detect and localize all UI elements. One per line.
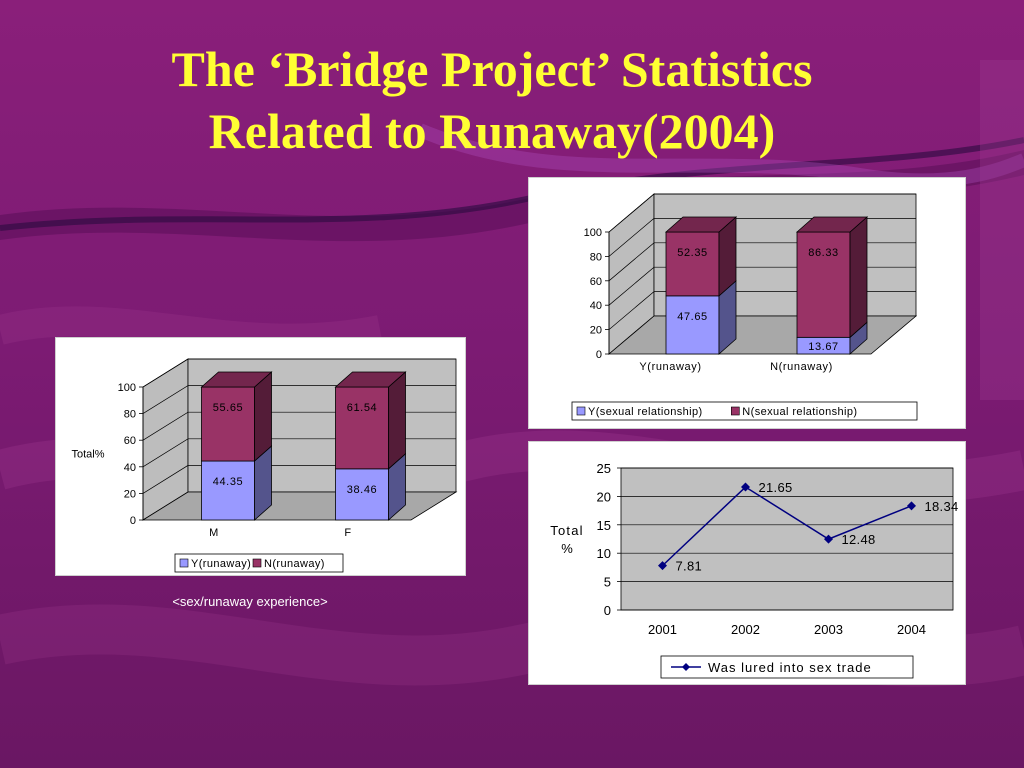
bar-top-face xyxy=(795,216,869,233)
x-tick-label: 2004 xyxy=(897,622,926,637)
legend-box xyxy=(660,655,914,679)
chart-caption: <sex/runaway experience> xyxy=(172,594,328,609)
x-category-label: N(runaway) xyxy=(770,361,833,373)
gridline xyxy=(142,358,456,388)
y-tick-label: 80 xyxy=(590,251,602,263)
data-label: 47.65 xyxy=(677,311,708,323)
bar-segment-front xyxy=(335,386,389,470)
y-tick-label: 60 xyxy=(590,276,602,288)
bar-segment-front xyxy=(796,231,851,338)
y-tick-label: 15 xyxy=(597,518,611,533)
series-line xyxy=(661,486,912,567)
y-tick-label: 40 xyxy=(124,462,136,474)
chart-panel-lured-into-sex-trade: 0 5 10 15 20 25 2001 2002 2003 2004 7.81 21.65 12.48… xyxy=(528,441,966,685)
data-label: 86.33 xyxy=(808,247,839,259)
data-label: 18.34 xyxy=(925,499,959,514)
y-tick-label: 0 xyxy=(604,603,611,618)
gridline xyxy=(608,193,916,233)
bar-segment-side xyxy=(849,216,868,339)
x-category-label: M xyxy=(209,527,219,539)
x-tick-label: 2003 xyxy=(814,622,843,637)
bar-segment-side xyxy=(388,371,406,470)
y-tick-label: 20 xyxy=(590,325,602,337)
bar-segment-front xyxy=(665,295,720,355)
y-tick-label: 0 xyxy=(130,515,136,527)
data-point-marker xyxy=(741,482,750,492)
title-line-2: Related to Runaway(2004) xyxy=(208,103,776,159)
y-tick-label: 80 xyxy=(124,409,136,421)
data-label: 7.81 xyxy=(676,559,703,574)
y-axis-title-line-1: Total xyxy=(550,523,583,538)
y-tick-label: 60 xyxy=(124,435,136,447)
x-category-label: F xyxy=(344,527,351,539)
data-label: 44.35 xyxy=(213,476,244,488)
legend-label: Y(sexual relationship) xyxy=(588,406,703,418)
data-label: 38.46 xyxy=(347,484,378,496)
y-tick-label: 0 xyxy=(596,349,602,361)
y-tick-label: 100 xyxy=(584,227,602,239)
y-axis-title-line-2: % xyxy=(561,541,573,556)
data-point-marker xyxy=(658,561,667,571)
x-tick-label: 2001 xyxy=(648,622,677,637)
legend-label: Y(runaway) xyxy=(191,558,251,570)
chart-panel-sex-runaway: 0 20 40 60 80 100 44.35 55.65 M 38.46 61.54 F Total%… xyxy=(55,337,466,576)
y-tick-label: 20 xyxy=(124,488,136,500)
legend-swatch xyxy=(179,558,189,568)
title-line-1: The ‘Bridge Project’ Statistics xyxy=(171,41,813,97)
x-tick-label: 2002 xyxy=(731,622,760,637)
legend-box xyxy=(571,401,918,421)
bar-top-face xyxy=(334,371,407,388)
data-label: 55.65 xyxy=(213,402,244,414)
y-tick-label: 100 xyxy=(118,382,136,394)
chart-floor xyxy=(141,491,458,521)
bar-segment-side xyxy=(254,371,272,462)
bar-top-face xyxy=(200,371,273,388)
data-label: 21.65 xyxy=(759,480,793,495)
y-axis-title: Total% xyxy=(71,449,104,461)
y-tick-label: 5 xyxy=(604,575,611,590)
bar-segment-front xyxy=(201,460,255,521)
data-point-marker xyxy=(907,501,916,511)
stacked-bar-chart-sex-runaway: 0 20 40 60 80 100 44.35 55.65 M 38.46 61.54 F Total%… xyxy=(71,358,458,573)
x-category-label: Y(runaway) xyxy=(639,361,701,373)
chart-floor xyxy=(607,315,918,355)
legend-swatch xyxy=(252,558,262,568)
legend-swatch xyxy=(576,406,586,416)
data-label: 13.67 xyxy=(808,341,839,353)
line-chart-lured-into-sex-trade: 0 5 10 15 20 25 2001 2002 2003 2004 7.81 21.65 12.48… xyxy=(550,461,959,679)
stacked-bar-chart-runaway-sexual-relationship: 0 20 40 60 80 100 47.65 52.35 Y(runaway) 13.67 86.… xyxy=(571,193,918,421)
data-label: 12.48 xyxy=(842,532,876,547)
y-tick-label: 20 xyxy=(597,489,611,504)
legend-label: N(runaway) xyxy=(264,558,325,570)
legend-marker xyxy=(682,663,690,671)
bar-segment-front xyxy=(665,231,720,297)
y-tick-label: 40 xyxy=(590,300,602,312)
slide-title: The ‘Bridge Project’ Statistics Related … xyxy=(0,38,984,162)
y-tick-label: 10 xyxy=(597,546,611,561)
plot-area xyxy=(620,467,954,611)
bar-segment-front xyxy=(201,386,255,462)
data-label: 61.54 xyxy=(347,402,378,414)
bar-top-face xyxy=(664,216,738,233)
legend-label: Was lured into sex trade xyxy=(708,660,872,675)
y-tick-label: 25 xyxy=(597,461,611,476)
data-point-marker xyxy=(824,534,833,544)
legend-swatch xyxy=(731,406,740,416)
chart-panel-runaway-sexual-relationship: 0 20 40 60 80 100 47.65 52.35 Y(runaway) 13.67 86.… xyxy=(528,177,966,429)
legend-label: N(sexual relationship) xyxy=(742,406,857,418)
data-label: 52.35 xyxy=(677,247,708,259)
